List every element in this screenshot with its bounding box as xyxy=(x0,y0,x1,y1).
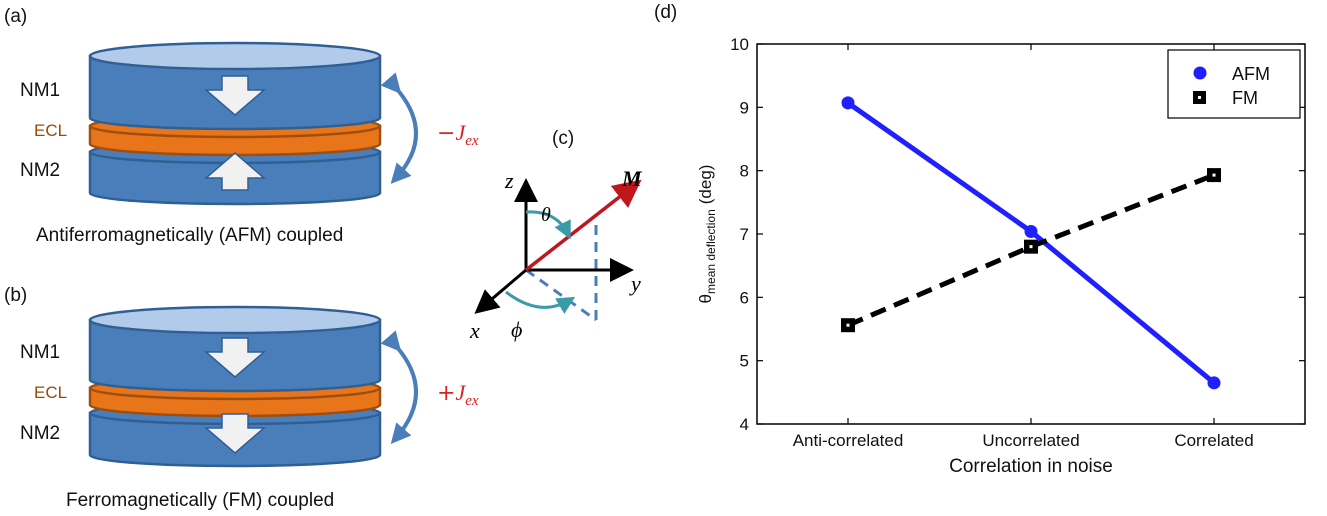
data-point-center xyxy=(1029,245,1033,249)
legend-label-fm: FM xyxy=(1232,88,1258,108)
panel-label-b: (b) xyxy=(4,285,27,306)
caption-a: Antiferromagnetically (AFM) coupled xyxy=(36,225,343,246)
legend-label-afm: AFM xyxy=(1232,64,1270,84)
legend-box xyxy=(1167,49,1301,119)
caption-b: Ferromagnetically (FM) coupled xyxy=(66,490,334,511)
y-tick-label: 5 xyxy=(740,352,749,371)
y-tick-label: 8 xyxy=(740,162,749,181)
down-arrow-icon xyxy=(203,413,267,454)
legend: AFM FM xyxy=(1167,49,1301,119)
theta-label: θ xyxy=(541,204,551,226)
phi-arc-icon xyxy=(505,290,576,314)
x-axis xyxy=(474,268,527,314)
magnetization-vector xyxy=(524,179,642,272)
legend-marker-afm xyxy=(1193,66,1207,80)
layer-label-ecl-a: ECL xyxy=(34,121,67,140)
panel-label-c: (c) xyxy=(552,128,574,149)
layer-label-nm1-a: NM1 xyxy=(20,80,60,101)
layer-label-nm1-b: NM1 xyxy=(20,342,60,363)
up-arrow-icon xyxy=(203,152,267,191)
panel-d: (d) 4 5 6 7 8 9 10 Anti-correlated Uncorrelated… xyxy=(654,2,1306,477)
y-tick-label: 4 xyxy=(740,415,749,434)
coupling-label-b: +Jex xyxy=(437,380,479,409)
y-tick-label: 6 xyxy=(740,288,749,307)
series-layer xyxy=(841,96,1221,390)
y-tick-label: 7 xyxy=(740,225,749,244)
data-point-center xyxy=(846,323,850,327)
theta-arc-icon xyxy=(525,210,571,240)
x-tick-label: Uncorrelated xyxy=(982,431,1079,450)
y-tick-label: 9 xyxy=(740,98,749,117)
data-point-afm xyxy=(1024,224,1038,238)
vector-label-m: M xyxy=(621,166,643,191)
y-axis-ticks: 4 5 6 7 8 9 10 xyxy=(730,35,1305,434)
data-point-afm xyxy=(1207,376,1221,390)
layer-label-nm2-a: NM2 xyxy=(20,160,60,181)
data-point-afm xyxy=(841,96,855,110)
stack-b xyxy=(88,305,382,468)
coupling-arc-icon xyxy=(380,72,418,184)
x-tick-label: Correlated xyxy=(1174,431,1253,450)
panel-label-a: (a) xyxy=(4,6,27,27)
x-tick-label: Anti-correlated xyxy=(793,431,904,450)
axis-label-z: z xyxy=(504,168,514,193)
x-axis-label: Correlation in noise xyxy=(949,456,1113,477)
data-point-center xyxy=(1212,173,1216,177)
panel-label-d: (d) xyxy=(654,2,677,23)
panel-c: (c) z y x M θ ϕ xyxy=(469,128,643,343)
layer-label-ecl-b: ECL xyxy=(34,383,67,402)
coupling-label-a: −Jex xyxy=(437,120,479,149)
phi-label: ϕ xyxy=(511,317,522,342)
y-tick-label: 10 xyxy=(730,35,749,54)
axis-label-x: x xyxy=(469,318,480,343)
x-axis-ticks: Anti-correlated Uncorrelated Correlated xyxy=(793,44,1254,450)
layer-label-nm2-b: NM2 xyxy=(20,423,60,444)
panel-a: (a) NM1 ECL NM2 −Jex Antiferromagnetical… xyxy=(4,6,479,246)
projection-inplane-dashed xyxy=(525,268,597,322)
series-line-fm xyxy=(847,172,1215,328)
axis-label-y: y xyxy=(629,271,641,296)
coupling-arc-icon xyxy=(380,330,418,445)
panel-b: (b) NM1 ECL NM2 +Jex Ferromagnetically (… xyxy=(4,285,479,511)
down-arrow-icon xyxy=(203,337,267,378)
y-axis-label: θmean deflection(deg) xyxy=(696,165,718,304)
stack-a xyxy=(88,41,382,206)
down-arrow-icon xyxy=(203,75,267,116)
